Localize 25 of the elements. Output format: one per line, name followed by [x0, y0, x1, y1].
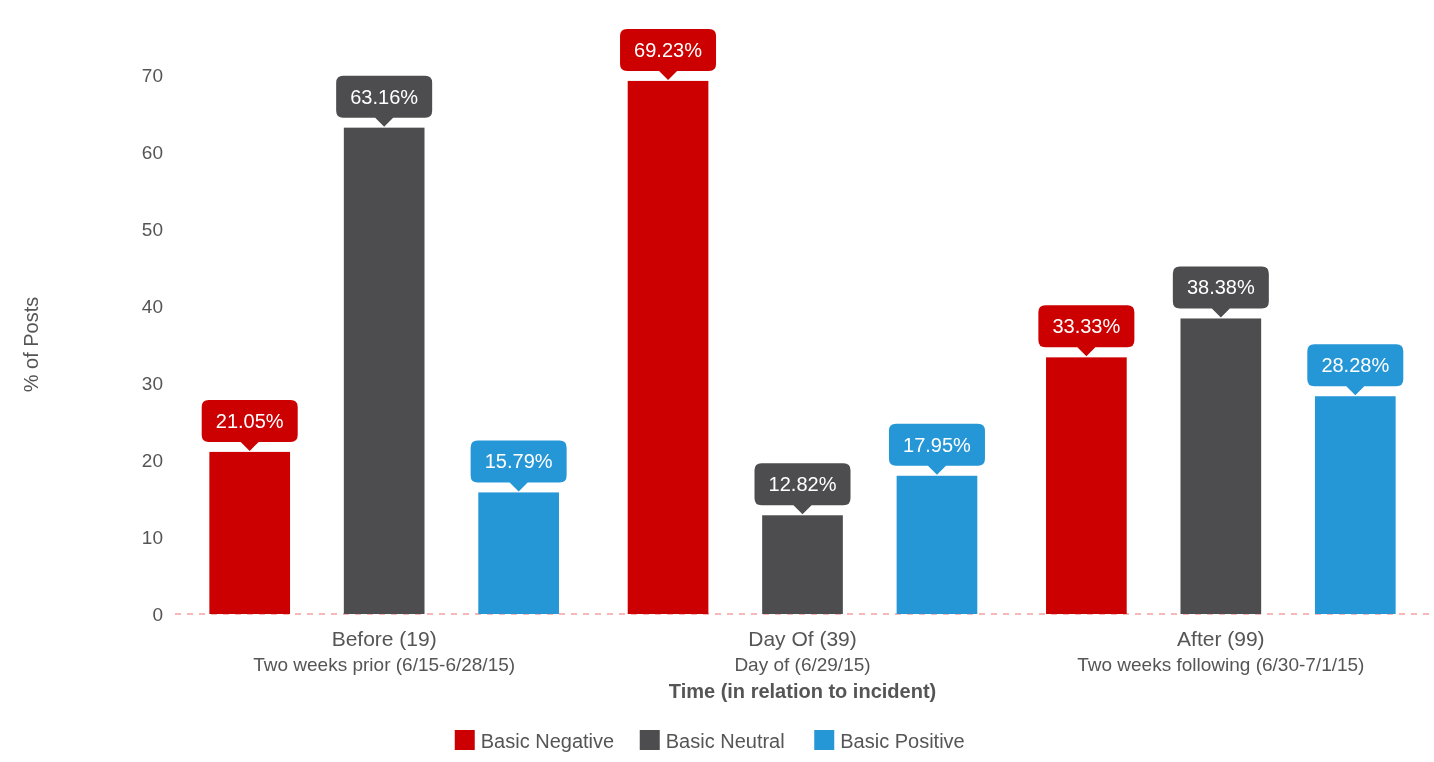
data-label: 12.82%	[768, 473, 837, 496]
data-label: 38.38%	[1186, 276, 1255, 299]
y-tick-label: 10	[141, 527, 163, 548]
y-tick-label: 30	[141, 373, 163, 394]
x-axis-title: Time (in relation to incident)	[668, 680, 937, 702]
data-label: 33.33%	[1052, 315, 1121, 338]
x-tick-label: After (99) Two weeks following (6/30-7/1/15)	[1077, 627, 1365, 675]
y-tick-label: 60	[141, 142, 163, 163]
data-label: 15.79%	[484, 450, 553, 473]
data-label: 17.95%	[903, 433, 972, 456]
y-tick-label: 50	[141, 219, 163, 240]
x-tick-label: Day Of (39) Day of (6/29/15)	[734, 627, 871, 675]
y-tick-label: 40	[141, 296, 163, 317]
data-label: 21.05%	[215, 409, 284, 432]
data-label: 28.28%	[1321, 354, 1390, 377]
legend-label: Basic Neutral	[665, 730, 785, 752]
data-label: 69.23%	[634, 38, 703, 61]
y-tick-label: 0	[152, 604, 163, 625]
data-label: 63.16%	[350, 85, 419, 108]
legend-label: Basic Negative	[480, 730, 615, 752]
y-axis-title: % of Posts	[20, 296, 42, 393]
y-tick-label: 70	[141, 65, 163, 86]
x-tick-label: Before (19) Two weeks prior (6/15-6/28/15)	[253, 627, 516, 675]
y-tick-label: 20	[141, 450, 163, 471]
legend-label: Basic Positive	[840, 730, 965, 752]
